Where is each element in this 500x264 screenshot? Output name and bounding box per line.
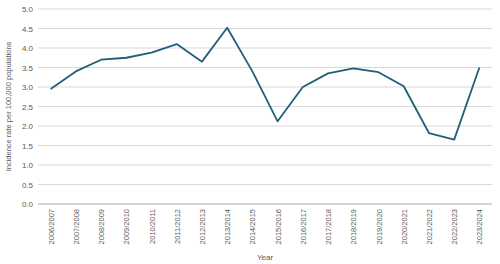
plot-area	[51, 28, 480, 140]
x-tick-label: 2021/2022	[425, 209, 434, 244]
x-tick-label: 2006/2007	[47, 209, 56, 244]
y-tick-label: 2.5	[22, 103, 34, 112]
y-tick-label: 4.5	[22, 25, 34, 34]
grid-line	[38, 48, 492, 49]
y-tick-label: 4.0	[22, 44, 34, 53]
x-tick-label: 2023/2024	[475, 209, 484, 244]
grid-line	[38, 126, 492, 127]
grid-line	[38, 204, 492, 205]
x-tick-label: 2011/2012	[173, 209, 182, 244]
x-tick-label: 2013/2014	[223, 209, 232, 244]
data-line	[51, 28, 480, 140]
y-tick-label: 0.0	[22, 200, 34, 209]
x-tick-label: 2012/2013	[198, 209, 207, 244]
x-tick-label: 2022/2023	[450, 209, 459, 244]
grid-line	[38, 145, 492, 146]
y-tick-label: 0.5	[22, 181, 34, 190]
x-tick-label: 2017/2018	[324, 209, 333, 244]
y-axis-title: Incidence rate per 100,000 populations	[4, 41, 13, 171]
x-tick-label: 2009/2010	[122, 209, 131, 244]
grid-line	[38, 87, 492, 88]
grid-line	[38, 9, 492, 10]
grid-line	[38, 28, 492, 29]
y-tick-label: 1.5	[22, 142, 34, 151]
x-axis-line	[38, 204, 492, 205]
x-tick-label: 2015/2016	[274, 209, 283, 244]
x-tick-label: 2016/2017	[299, 209, 308, 244]
grid-line	[38, 106, 492, 107]
grid-line	[38, 67, 492, 68]
y-tick-label: 3.0	[22, 83, 34, 92]
y-tick-label: 2.0	[22, 122, 34, 131]
x-axis-title: Year	[257, 253, 274, 262]
x-tick-label: 2010/2011	[148, 209, 157, 244]
x-tick-label: 2008/2009	[97, 209, 106, 244]
x-tick-label: 2018/2019	[349, 209, 358, 244]
grid-line	[38, 165, 492, 166]
y-tick-label: 1.0	[22, 161, 34, 170]
chart-svg: 0.0 0.5 1.0 1.5 2.0 2.5 3.0 3.5 4.0 4.5 5.0 2006/20…	[0, 0, 500, 264]
grid-line	[38, 184, 492, 185]
x-tick-label: 2020/2021	[400, 209, 409, 244]
x-tick-label: 2014/2015	[248, 209, 257, 244]
y-tick-label: 3.5	[22, 64, 34, 73]
x-tick-label: 2019/2020	[375, 209, 384, 244]
y-tick-label: 5.0	[22, 5, 34, 14]
x-tick-label: 2007/2008	[72, 209, 81, 244]
chart-container: 0.0 0.5 1.0 1.5 2.0 2.5 3.0 3.5 4.0 4.5 5.0 2006/20…	[0, 0, 500, 264]
